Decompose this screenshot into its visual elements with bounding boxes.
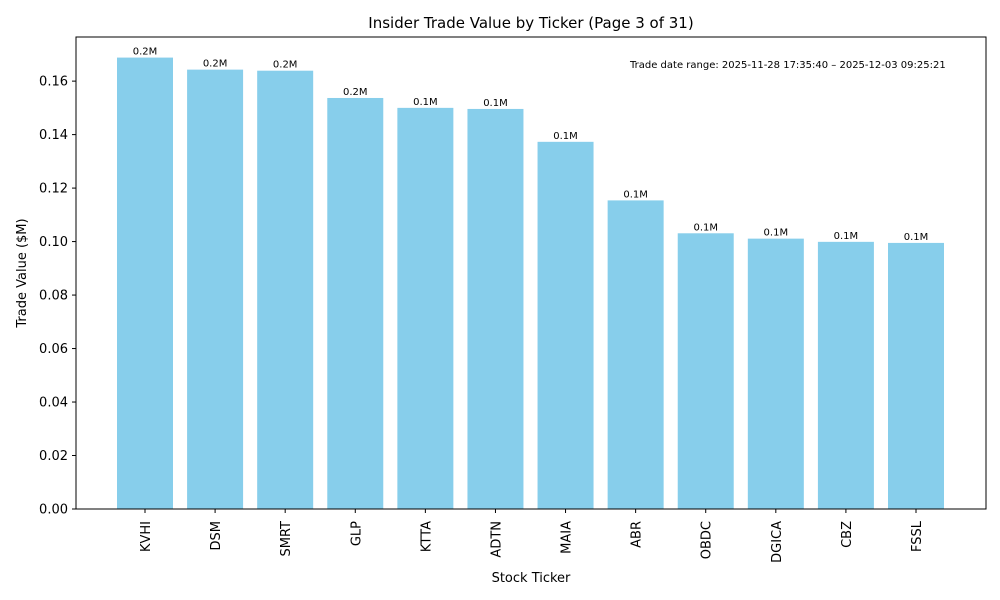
bar-data-label: 0.1M [693, 222, 718, 233]
bar-cbz [817, 241, 874, 509]
bar-data-label: 0.2M [343, 87, 368, 98]
y-tick-label: 0.16 [39, 75, 68, 90]
x-tick-label: KVHI [139, 521, 154, 552]
bar-data-label: 0.1M [904, 232, 929, 243]
y-tick-label: 0.02 [39, 449, 68, 464]
bar-data-label: 0.1M [623, 189, 648, 200]
bar-data-label: 0.2M [273, 60, 298, 71]
y-tick-label: 0.00 [39, 503, 68, 518]
bar-ktta [397, 107, 454, 509]
bar-data-label: 0.1M [553, 131, 578, 142]
x-tick-label: ADTN [489, 521, 504, 558]
bar-data-label: 0.1M [834, 231, 859, 242]
y-tick-label: 0.14 [39, 128, 68, 143]
bar-smrt [257, 70, 314, 509]
y-axis-label: Trade Value ($M) [15, 218, 30, 328]
x-tick-label: FSSL [910, 520, 925, 552]
y-tick-label: 0.08 [39, 289, 68, 304]
bar-fssl [888, 242, 944, 509]
bar-data-label: 0.2M [203, 59, 228, 70]
bar-labels-group: 0.2M 0.2M 0.2M 0.2M 0.1M 0.1M 0.1M 0.1M 0.1M 0.1M… [133, 47, 929, 243]
x-tick-label: KTTA [419, 521, 434, 552]
y-tick-label: 0.06 [39, 342, 68, 357]
trade-date-range-annotation: Trade date range: 2025-11-28 17:35:40 – … [629, 60, 946, 71]
x-axis-label: Stock Ticker [492, 571, 571, 586]
bar-dsm [187, 69, 244, 510]
bar-obdc [677, 233, 734, 509]
chart-title: Insider Trade Value by Ticker (Page 3 of… [368, 14, 693, 32]
bars-group [117, 57, 944, 510]
bar-kvhi [117, 57, 173, 510]
x-tick-label: MAIA [560, 521, 575, 554]
x-tick-label: DGICA [770, 521, 785, 563]
bar-data-label: 0.1M [483, 98, 508, 109]
x-tick-label: GLP [349, 521, 364, 546]
x-tick-label: ABR [630, 521, 645, 548]
x-tick-label: DSM [209, 521, 224, 550]
y-tick-label: 0.12 [39, 182, 68, 197]
bar-adtn [467, 108, 524, 509]
bar-dgica [747, 238, 804, 509]
bar-glp [327, 97, 384, 510]
x-axis: KVHI DSM SMRT GLP KTTA ADTN MAIA ABR OBDC DGICA CB… [139, 509, 925, 563]
y-tick-label: 0.10 [39, 235, 68, 250]
x-tick-label: OBDC [700, 521, 715, 559]
bar-data-label: 0.1M [764, 228, 789, 239]
plot-frame [75, 36, 987, 510]
y-axis: 0.00 0.02 0.04 0.06 0.08 0.10 0.12 0.14 0.16 [39, 75, 76, 518]
x-tick-label: SMRT [279, 521, 294, 557]
x-tick-label: CBZ [840, 521, 855, 548]
bar-data-label: 0.2M [133, 47, 158, 58]
bar-data-label: 0.1M [413, 97, 438, 108]
bar-abr [607, 200, 664, 509]
y-tick-label: 0.04 [39, 396, 68, 411]
bar-maia [537, 141, 594, 509]
